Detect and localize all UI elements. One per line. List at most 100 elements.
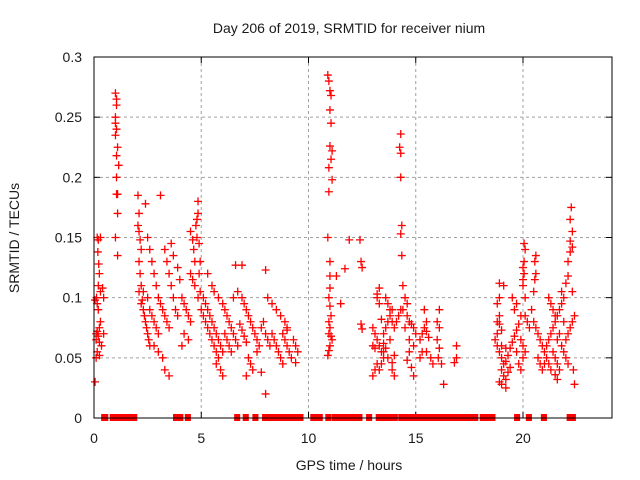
data-point <box>162 317 171 326</box>
data-point <box>510 305 519 314</box>
data-point <box>520 269 529 278</box>
x-tick-label: 15 <box>408 430 424 446</box>
data-point <box>270 335 279 344</box>
data-point <box>497 326 506 335</box>
data-point <box>212 359 221 368</box>
grid <box>94 57 612 418</box>
data-point <box>220 329 229 338</box>
data-point <box>549 347 558 356</box>
data-point <box>405 335 414 344</box>
data-point <box>503 351 512 360</box>
data-point <box>398 281 407 290</box>
data-point <box>551 370 560 379</box>
data-point <box>345 235 354 244</box>
data-point <box>433 335 442 344</box>
data-point <box>160 365 169 374</box>
data-point <box>92 335 101 344</box>
data-point <box>280 317 289 326</box>
data-point <box>553 335 562 344</box>
data-point <box>564 272 573 281</box>
data-point <box>567 203 576 212</box>
data-point <box>527 305 536 314</box>
data-point <box>327 119 336 128</box>
data-point <box>379 339 388 348</box>
data-point <box>229 293 238 302</box>
data-point <box>418 329 427 338</box>
data-point <box>409 341 418 350</box>
data-point <box>325 302 334 311</box>
data-point <box>158 305 167 314</box>
data-point <box>357 320 366 329</box>
data-point <box>137 299 146 308</box>
data-point <box>553 359 562 368</box>
data-point <box>133 221 142 230</box>
data-point <box>559 293 568 302</box>
data-point <box>373 335 382 344</box>
data-point <box>94 305 103 314</box>
data-point <box>401 293 410 302</box>
data-point <box>111 119 120 128</box>
data-point <box>222 311 231 320</box>
data-point <box>112 101 121 110</box>
data-point <box>373 293 382 302</box>
data-point <box>503 368 512 377</box>
data-point <box>195 239 204 248</box>
data-point <box>332 272 341 281</box>
data-point <box>205 311 214 320</box>
data-point <box>358 324 367 333</box>
data-point <box>386 305 395 314</box>
data-point <box>210 287 219 296</box>
data-point <box>495 293 504 302</box>
data-point <box>327 91 336 100</box>
data-point <box>514 359 523 368</box>
x-tick-label: 5 <box>197 430 205 446</box>
data-point <box>324 317 333 326</box>
y-tick-label: 0.3 <box>63 49 83 65</box>
data-point <box>564 329 573 338</box>
data-point <box>113 143 122 152</box>
data-point <box>147 257 156 266</box>
data-point <box>381 323 390 332</box>
data-point <box>95 269 104 278</box>
data-point <box>289 335 298 344</box>
data-point <box>377 359 386 368</box>
data-point <box>133 191 142 200</box>
data-point <box>357 257 366 266</box>
data-point <box>529 287 538 296</box>
data-point <box>388 365 397 374</box>
data-point <box>169 293 178 302</box>
data-point <box>259 317 268 326</box>
data-point <box>555 329 564 338</box>
data-point <box>452 353 461 362</box>
data-point <box>276 353 285 362</box>
data-point <box>379 347 388 356</box>
data-point <box>568 227 577 236</box>
data-point <box>160 311 169 320</box>
data-point <box>216 365 225 374</box>
data-point <box>201 299 210 308</box>
data-point <box>177 341 186 350</box>
data-point <box>196 287 205 296</box>
data-point <box>549 323 558 332</box>
data-point <box>428 359 437 368</box>
data-point <box>111 233 120 242</box>
data-point <box>561 353 570 362</box>
data-point <box>154 329 163 338</box>
data-point <box>557 287 566 296</box>
data-point <box>534 329 543 338</box>
data-point <box>514 320 523 329</box>
data-point <box>291 341 300 350</box>
data-point <box>113 251 122 260</box>
data-point <box>529 317 538 326</box>
data-point <box>220 305 229 314</box>
data-point <box>403 311 412 320</box>
data-point <box>142 323 151 332</box>
data-point <box>401 323 410 332</box>
y-tick-label: 0.15 <box>55 230 82 246</box>
data-point <box>96 317 105 326</box>
data-point <box>491 335 500 344</box>
data-point <box>388 358 397 367</box>
data-point <box>495 320 504 329</box>
data-point <box>95 351 104 360</box>
data-point <box>506 363 515 372</box>
